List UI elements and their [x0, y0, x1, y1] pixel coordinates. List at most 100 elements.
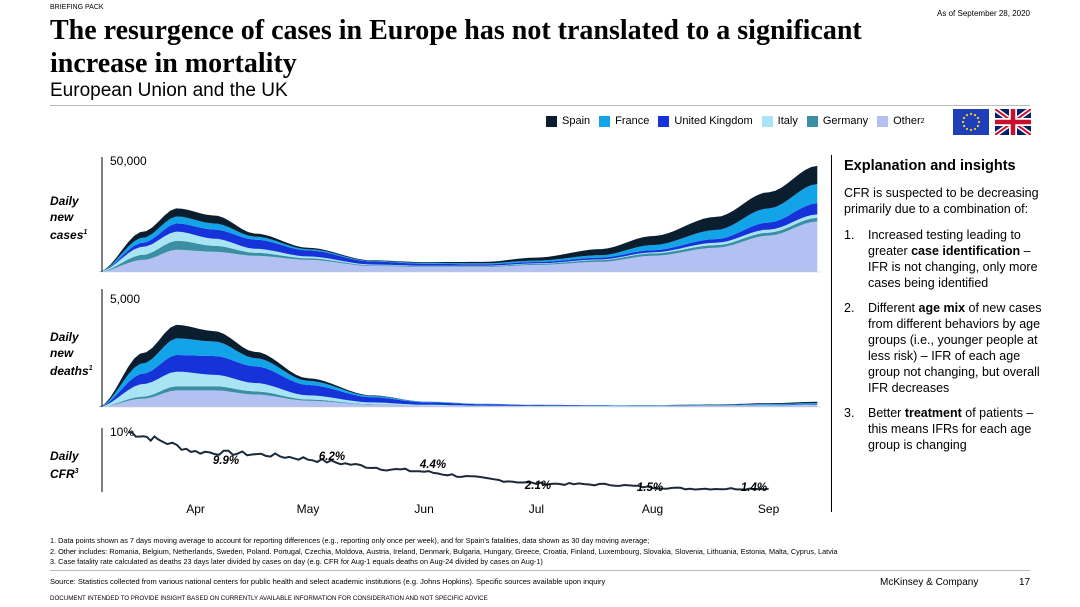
row-label-text: cases: [50, 228, 84, 242]
point-text: Different age mix of new cases from diff…: [868, 300, 1044, 396]
footer-divider: [50, 570, 1030, 571]
eu-star: [976, 116, 980, 120]
insight-point-1: 1. Increased testing leading to greater c…: [844, 227, 1044, 291]
point-text: Better treatment of patients – this mean…: [868, 405, 1044, 453]
cases-ymax-label: 50,000: [110, 154, 147, 168]
insight-point-3: 3. Better treatment of patients – this me…: [844, 405, 1044, 453]
cases-row-label: Daily new cases1: [50, 193, 87, 243]
cases-area-united-kingdom: [98, 203, 818, 272]
point-bold: case identification: [911, 244, 1021, 258]
eu-flag-icon: [953, 109, 989, 135]
row-label-line: CFR3: [50, 464, 79, 482]
eu-star: [965, 127, 969, 131]
cfr-data-label: 1.4%: [741, 482, 767, 494]
month-tick-label: Sep: [758, 502, 780, 516]
cfr-data-label: 4.4%: [419, 459, 446, 471]
company-name: McKinsey & Company: [880, 577, 979, 588]
legend-label: Other: [893, 115, 921, 127]
row-label-text: deaths: [50, 364, 89, 378]
insights-heading: Explanation and insights: [844, 158, 1016, 174]
row-label-sup: 3: [74, 468, 79, 475]
row-label-text: CFR: [50, 467, 75, 481]
disclaimer: DOCUMENT INTENDED TO PROVIDE INSIGHT BAS…: [50, 595, 488, 602]
legend-item-other: Other 2: [877, 115, 925, 127]
legend-swatch: [546, 115, 557, 127]
month-tick-label: Jun: [414, 502, 433, 516]
point-pre: Better: [868, 406, 905, 420]
eu-star: [965, 113, 969, 117]
deaths-area-germany: [98, 386, 818, 407]
deaths-area-italy: [98, 371, 818, 407]
point-bold: treatment: [904, 406, 962, 420]
row-label-line: Daily: [50, 194, 79, 208]
legend-label: France: [615, 115, 650, 127]
deaths-row-label: Daily new deaths1: [50, 329, 93, 379]
cfr-ymax-label: 10%: [110, 425, 135, 439]
month-tick-label: Aug: [642, 502, 663, 516]
legend-item-uk: United Kingdom: [658, 115, 753, 127]
footnote-1: 1. Data points shown as 7 days moving av…: [50, 536, 650, 545]
deaths-ymax-label: 5,000: [110, 292, 141, 306]
month-tick-label: Apr: [186, 502, 205, 516]
flags: [953, 109, 1031, 135]
deaths-area-spain: [98, 324, 818, 407]
cfr-data-label: 6.2%: [319, 451, 345, 463]
eu-star: [976, 124, 980, 128]
point-post: of new cases from different behaviors by…: [868, 301, 1042, 395]
eu-star: [961, 120, 965, 124]
legend-item-spain: Spain: [546, 115, 590, 127]
legend-label: Italy: [777, 115, 798, 127]
footnote-2: 2. Other includes: Romania, Belgium, Net…: [50, 546, 838, 556]
row-label-line: new: [50, 346, 74, 360]
eu-star: [969, 112, 973, 116]
eu-star: [962, 124, 966, 128]
uk-flag-icon: [995, 109, 1031, 135]
point-number: 1.: [844, 228, 855, 242]
as-of-date: As of September 28, 2020: [937, 9, 1030, 18]
deaths-area-other: [98, 390, 818, 407]
legend-swatch: [806, 115, 818, 127]
footnote-3: 3. Case fatality rate calculated as deat…: [50, 557, 543, 566]
charts-svg: 9.9% 6.2% 4.4% 2.1% 1.5% 1.4% Apr May Jun Jul Aug S…: [98, 157, 821, 516]
point-pre: Increased testing leading to greater: [868, 228, 1021, 258]
row-label-line: Daily: [50, 449, 79, 463]
eu-star: [977, 120, 981, 124]
source-note: Source: Statistics collected from variou…: [50, 577, 606, 586]
point-number: 2.: [844, 301, 855, 315]
eu-star: [973, 127, 977, 131]
chart-legend: Spain France United Kingdom Italy German…: [546, 115, 934, 127]
page-subtitle: European Union and the UK: [50, 80, 288, 101]
point-bold: age mix: [918, 301, 966, 315]
row-label-line: new: [50, 210, 74, 224]
eu-star: [969, 128, 973, 132]
legend-swatch: [599, 115, 611, 127]
legend-swatch: [761, 115, 773, 127]
cfr-row-label: Daily CFR3: [50, 448, 79, 482]
legend-swatch: [877, 115, 889, 127]
month-tick-label: Jul: [529, 502, 544, 516]
cases-area-other: [98, 221, 818, 272]
legend-item-france: France: [599, 115, 649, 127]
row-label-line: Daily: [50, 330, 79, 344]
legend-item-germany: Germany: [806, 115, 869, 127]
cfr-line: [128, 431, 769, 491]
legend-swatch: [658, 115, 670, 127]
row-label-sup: 1: [88, 365, 93, 372]
legend-label: Spain: [562, 115, 591, 127]
page-number: 17: [1019, 577, 1031, 588]
row-label-line: cases1: [50, 225, 87, 243]
legend-label: United Kingdom: [674, 115, 753, 127]
header-divider: [50, 105, 1030, 106]
month-tick-label: May: [297, 502, 320, 516]
legend-item-italy: Italy: [761, 115, 798, 127]
legend-label: Germany: [822, 115, 869, 127]
cfr-data-label: 1.5%: [637, 482, 663, 494]
briefing-pack-label: BRIEFING PACK: [50, 4, 104, 11]
cfr-data-label: 9.9%: [213, 455, 239, 467]
point-text: Increased testing leading to greater cas…: [868, 227, 1044, 291]
insight-point-2: 2. Different age mix of new cases from di…: [844, 300, 1044, 396]
cases-area-spain: [98, 165, 818, 272]
legend-sup: 2: [920, 117, 925, 125]
point-pre: Different: [868, 301, 919, 315]
page-title: The resurgence of cases in Europe has no…: [50, 15, 862, 79]
